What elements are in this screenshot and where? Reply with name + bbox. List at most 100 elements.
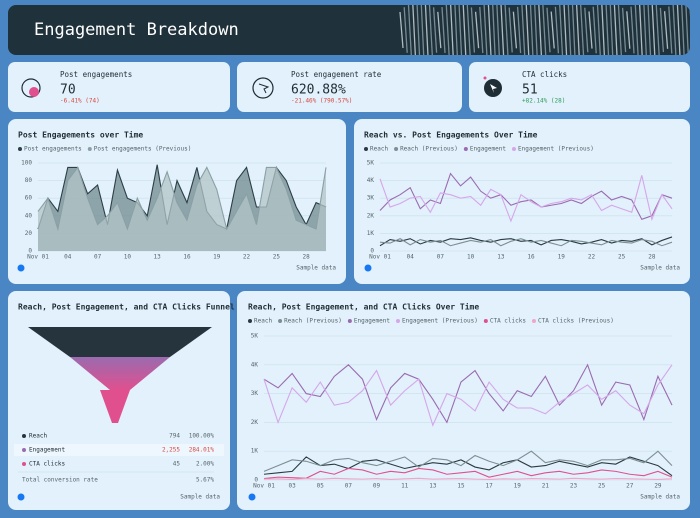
- row-swatch: [22, 434, 26, 438]
- total-label: Total conversion rate: [22, 477, 98, 484]
- legend-swatch: [364, 147, 368, 151]
- x-tick-label: 10: [467, 254, 475, 261]
- x-tick-label: 17: [485, 483, 493, 490]
- stripe: [563, 5, 568, 55]
- stripe: [474, 11, 480, 49]
- series-line: [263, 363, 673, 424]
- stripe: [470, 7, 476, 53]
- row-highlight: [14, 444, 224, 456]
- legend-swatch: [531, 319, 536, 323]
- stripe: [458, 5, 463, 55]
- legend-label: Engagement (Previous): [402, 318, 478, 325]
- series-line: [37, 164, 327, 230]
- y-tick-label: 4K: [367, 177, 375, 184]
- x-tick-label: 25: [598, 483, 606, 490]
- x-tick-label: 16: [527, 254, 535, 261]
- stripe: [684, 5, 690, 55]
- legend-label: Reach (Previous): [284, 318, 342, 325]
- row-percent: 284.01%: [189, 447, 215, 454]
- stripe: [672, 5, 677, 55]
- stripe: [453, 5, 459, 55]
- legend-label: Post engagements: [24, 146, 82, 153]
- legend-label: Reach (Previous): [400, 146, 458, 153]
- stripe: [432, 7, 438, 53]
- stripe: [626, 11, 631, 49]
- y-tick-label: 5K: [367, 160, 375, 167]
- stripe: [487, 5, 492, 55]
- stripe: [441, 7, 446, 53]
- source-note: Sample data: [640, 265, 680, 272]
- stripe: [420, 5, 425, 55]
- row-percent: 2.00%: [196, 461, 214, 468]
- x-tick-label: 19: [213, 254, 221, 261]
- legend-label: CTA clicks (Previous): [538, 318, 614, 325]
- legend-swatch: [347, 319, 352, 323]
- stripe: [537, 5, 543, 55]
- stripe: [512, 11, 518, 49]
- stripe: [634, 5, 639, 55]
- legend-swatch: [278, 319, 283, 323]
- row-percent: 100.00%: [189, 433, 215, 440]
- x-tick-label: 11: [401, 483, 409, 490]
- stripe: [500, 5, 505, 55]
- source-note: Sample data: [296, 265, 336, 272]
- kpi-value: 70: [60, 83, 76, 98]
- x-tick-label: 28: [303, 254, 311, 261]
- x-tick-label: 25: [273, 254, 281, 261]
- stripe: [399, 11, 404, 49]
- total-value: 5.67%: [196, 477, 214, 484]
- y-tick-label: 3K: [367, 195, 375, 202]
- funnel-segment: [100, 390, 130, 423]
- stripe: [651, 5, 656, 55]
- legend-label: CTA clicks: [490, 318, 527, 325]
- stripe: [428, 5, 434, 55]
- y-tick-label: 80: [25, 177, 33, 184]
- stripe: [529, 5, 534, 55]
- y-tick-label: 40: [25, 212, 33, 219]
- series-line: [379, 172, 673, 220]
- y-tick-label: 1K: [367, 230, 375, 237]
- x-tick-label: 19: [558, 254, 566, 261]
- row-value: 45: [173, 461, 181, 468]
- chart-title: Post Engagements over Time: [18, 130, 143, 140]
- stripe: [617, 5, 623, 55]
- stripe: [659, 7, 665, 53]
- kpi-value: 51: [522, 83, 538, 98]
- legend-swatch: [18, 147, 22, 151]
- stripe: [479, 6, 484, 54]
- legend-swatch: [87, 147, 92, 151]
- x-tick-label: 05: [317, 483, 325, 490]
- y-tick-label: 2K: [367, 212, 375, 219]
- series-line: [263, 477, 673, 480]
- stripe: [575, 5, 581, 55]
- source-note: Sample data: [180, 494, 220, 501]
- stripe: [424, 5, 429, 55]
- stripe: [567, 5, 572, 55]
- stripe: [466, 5, 471, 55]
- stripe: [638, 5, 644, 55]
- funnel-segment: [70, 357, 170, 390]
- x-tick-label: 22: [588, 254, 596, 261]
- stripe: [621, 7, 627, 53]
- x-tick-label: 07: [345, 483, 353, 490]
- kpi-change: -6.41% (74): [60, 98, 100, 105]
- row-swatch: [22, 448, 26, 452]
- stripe: [508, 7, 513, 53]
- facebook-icon: [364, 264, 372, 272]
- kpi-label: CTA clicks: [522, 70, 567, 79]
- kpi-card: [237, 62, 462, 112]
- series-line: [263, 467, 673, 480]
- stripe: [605, 5, 610, 55]
- y-tick-label: 5K: [251, 333, 259, 340]
- stripe: [516, 6, 522, 54]
- legend-label: Post engagements (Previous): [94, 146, 192, 153]
- stripe: [416, 5, 421, 55]
- x-tick-label: 09: [373, 483, 381, 490]
- x-tick-label: 21: [542, 483, 550, 490]
- stripe: [525, 5, 530, 55]
- x-tick-label: 13: [497, 254, 505, 261]
- kpi-value: 620.88%: [291, 83, 346, 98]
- area: [38, 167, 326, 251]
- kpi-label: Post engagement rate: [291, 70, 382, 79]
